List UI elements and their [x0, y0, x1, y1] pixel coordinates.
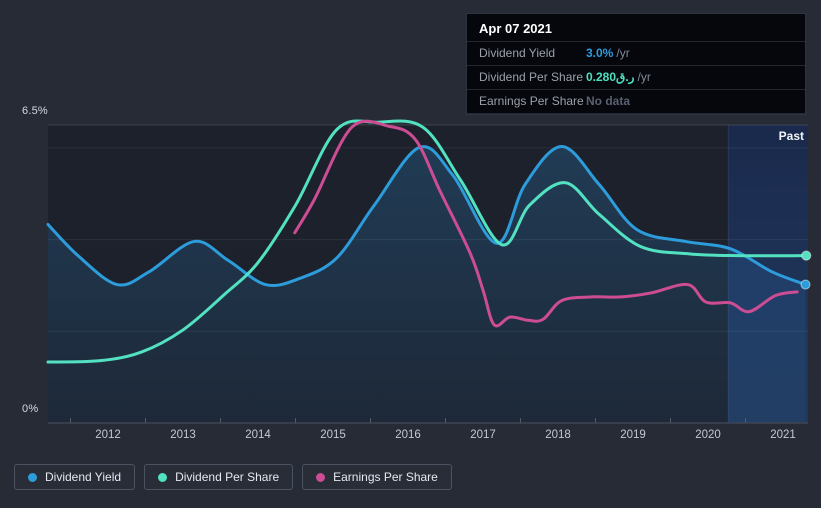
x-tick-label: 2015: [320, 429, 346, 441]
legend-chip-earnings-per-share[interactable]: Earnings Per Share: [302, 464, 452, 490]
x-axis-labels: 2012 2013 2014 2015 2016 2017 2018 2019 2020 2021: [0, 429, 821, 445]
chart-legend: Dividend Yield Dividend Per Share Earnin…: [14, 464, 452, 490]
tooltip-rows: Dividend Yield 3.0% /yr Dividend Per Sha…: [467, 41, 805, 114]
x-tick-label: 2021: [770, 429, 796, 441]
x-tick-label: 2013: [170, 429, 196, 441]
tooltip-label: Dividend Per Share: [479, 70, 584, 84]
legend-chip-dividend-per-share[interactable]: Dividend Per Share: [144, 464, 294, 490]
x-tick-label: 2014: [245, 429, 271, 441]
past-region-label: Past: [778, 129, 804, 143]
y-axis-label-bottom: 0%: [22, 403, 39, 415]
x-tick-label: 2019: [620, 429, 646, 441]
x-tick-label: 2012: [95, 429, 121, 441]
x-tick-label: 2020: [695, 429, 721, 441]
tooltip-date: Apr 07 2021: [479, 21, 552, 36]
tooltip-label: Earnings Per Share: [479, 94, 584, 108]
tooltip-row-dividend-per-share: Dividend Per Share 0.280ر.ق /yr: [467, 65, 805, 89]
x-tick-label: 2018: [545, 429, 571, 441]
legend-label: Earnings Per Share: [333, 470, 438, 484]
tooltip-value: 0.280ر.ق: [586, 70, 635, 84]
legend-label: Dividend Per Share: [175, 470, 280, 484]
earnings-per-share-dot-icon: [316, 472, 326, 482]
tooltip-label: Dividend Yield: [479, 46, 556, 60]
x-tick-label: 2016: [395, 429, 421, 441]
tooltip-value: 3.0%: [586, 46, 614, 60]
hover-tooltip: Apr 07 2021 Dividend Yield 3.0% /yr Divi…: [466, 13, 806, 115]
legend-label: Dividend Yield: [45, 470, 122, 484]
tooltip-value-suffix: /yr: [637, 70, 651, 84]
tooltip-value: No data: [586, 94, 631, 108]
y-axis-label-top: 6.5%: [22, 105, 48, 117]
tooltip-row-earnings-per-share: Earnings Per Share No data: [467, 89, 805, 113]
tooltip-value-suffix: /yr: [616, 46, 630, 60]
x-tick-label: 2017: [470, 429, 496, 441]
dividend-yield-dot-icon: [28, 472, 37, 482]
legend-chip-dividend-yield[interactable]: Dividend Yield: [14, 464, 136, 490]
dividend-per-share-dot-icon: [158, 472, 168, 482]
tooltip-row-dividend-yield: Dividend Yield 3.0% /yr: [467, 41, 805, 65]
